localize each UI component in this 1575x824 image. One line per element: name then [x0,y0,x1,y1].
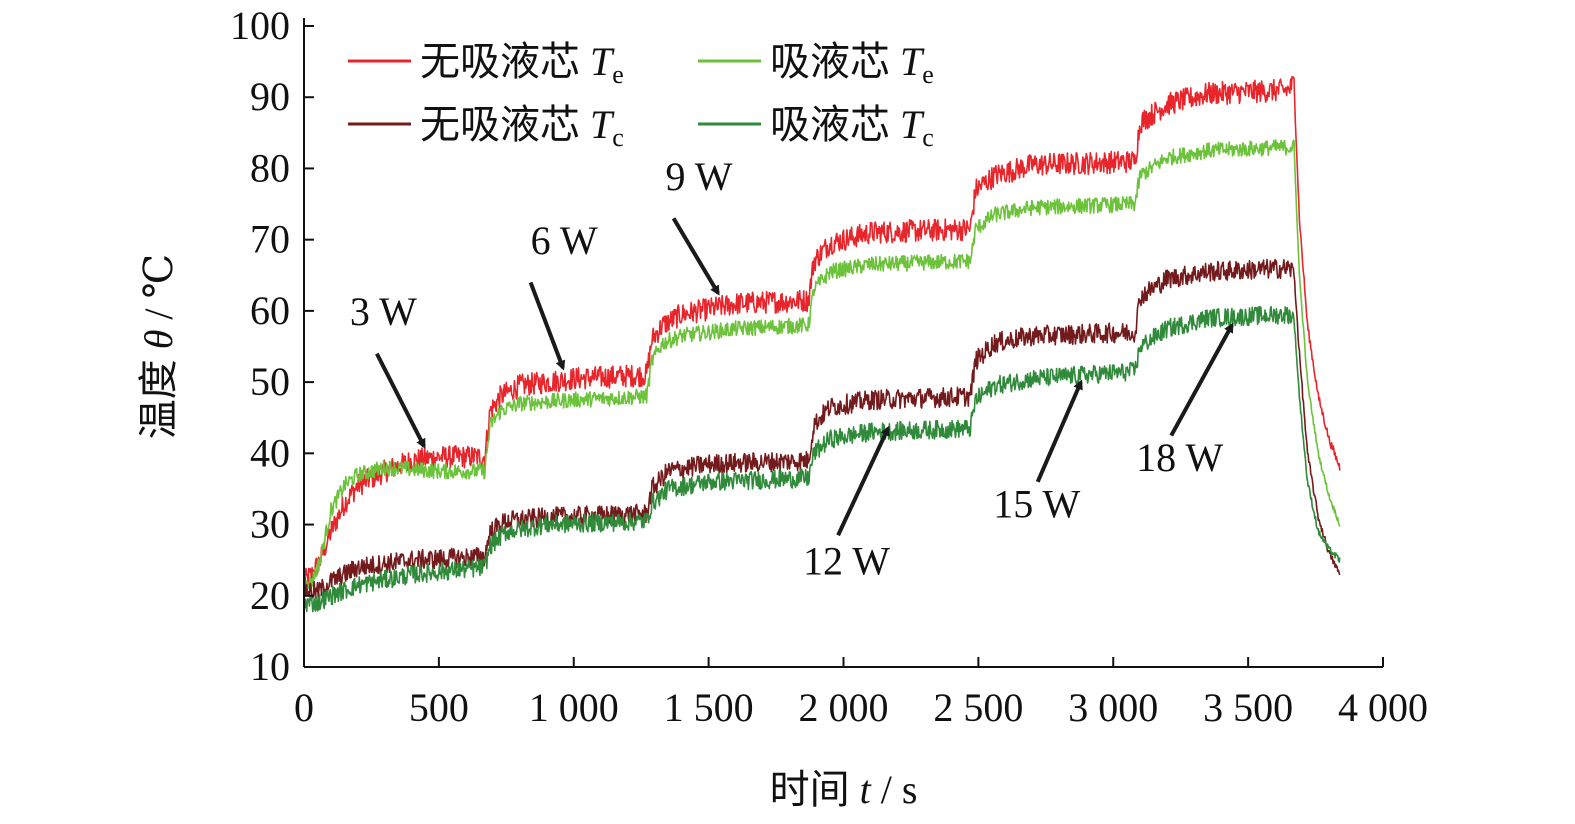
y-tick-label: 20 [250,573,290,618]
series-line-2 [303,258,1341,599]
legend-label-1: 吸液芯 Te [770,39,934,89]
y-tick-label: 30 [250,502,290,547]
y-axis-title: 温度 θ / ℃ [136,254,181,440]
annotation-label-4: 15 W [993,481,1080,526]
annotation-arrow-2 [671,217,720,296]
y-tick-label: 90 [250,74,290,119]
annotation-arrow-5 [1169,322,1234,437]
x-tick-label: 3 000 [1068,685,1158,730]
x-tick-label: 2 500 [933,685,1023,730]
series-line-0 [303,75,1341,587]
y-tick-label: 80 [250,145,290,190]
annotation-label-2: 9 W [665,154,732,199]
y-tick-label: 40 [250,430,290,475]
annotations: 3 W 6 W 9 W 12 W 15 W 18 W [350,154,1234,583]
x-tick-label: 1 500 [664,685,754,730]
y-tick-label: 70 [250,217,290,262]
x-tick-label: 1 000 [529,685,619,730]
y-tick-label: 50 [250,359,290,404]
x-tick-label: 4 000 [1338,685,1428,730]
annotation-arrow-4 [1035,379,1083,483]
series-line-3 [303,305,1341,613]
plot-area [303,75,1341,613]
annotation-arrow-3 [836,425,890,537]
annotation-label-5: 18 W [1136,435,1223,480]
annotation-arrow-1 [528,281,566,371]
x-axis-title: 时间 t / s [770,767,918,812]
legend-label-3: 吸液芯 Tc [770,102,934,152]
series-line-1 [303,139,1341,596]
x-tick-label: 0 [294,685,314,730]
legend-label-0: 无吸液芯 Te [420,39,624,89]
annotation-arrow-0 [375,352,426,449]
annotation-label-1: 6 W [531,218,598,263]
annotation-label-3: 12 W [803,538,890,583]
x-tick-label: 500 [409,685,469,730]
legend-label-2: 无吸液芯 Tc [420,102,624,152]
annotation-label-0: 3 W [350,289,417,334]
x-tick-label: 2 000 [799,685,889,730]
y-tick-label: 10 [250,644,290,689]
y-tick-label: 60 [250,288,290,333]
y-tick-label: 100 [230,3,290,48]
x-tick-label: 3 500 [1203,685,1293,730]
legend: 无吸液芯 Te 吸液芯 Te 无吸液芯 Tc 吸液芯 Tc [348,39,934,152]
